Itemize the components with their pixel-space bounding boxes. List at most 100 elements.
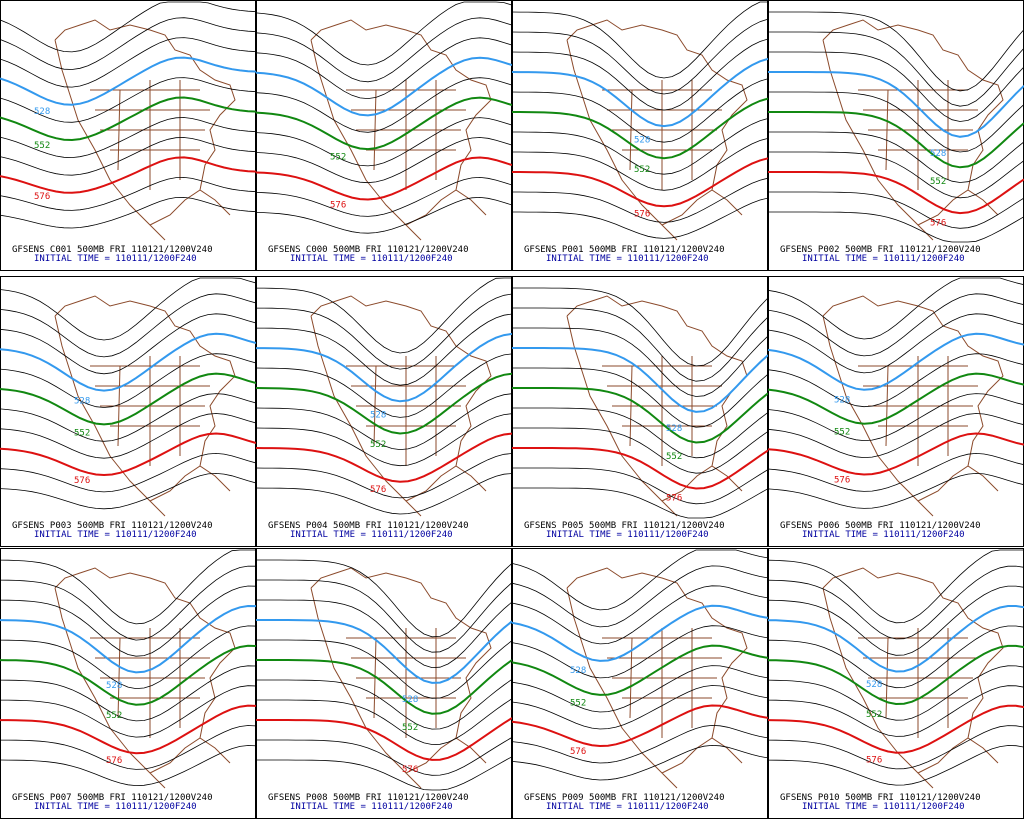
contour xyxy=(767,393,1024,442)
contour xyxy=(768,51,1024,122)
contour xyxy=(512,327,769,397)
contour xyxy=(255,37,513,100)
key-contour xyxy=(767,605,1024,673)
contour xyxy=(256,698,513,745)
contour xyxy=(0,37,257,88)
contour xyxy=(0,685,257,738)
caption: GFSENS P008 500MB FRI 110121/1200V240 xyxy=(268,793,468,803)
key-contour xyxy=(255,432,513,483)
contour xyxy=(511,1,768,79)
contour xyxy=(0,277,257,341)
caption: GFSENS C001 500MB FRI 110121/1200V240 xyxy=(12,245,212,255)
panel-border xyxy=(256,276,512,547)
contour xyxy=(767,585,1024,656)
panel-border xyxy=(768,548,1024,819)
contour xyxy=(0,452,257,493)
caption: GFSENS P003 500MB FRI 110121/1200V240 xyxy=(12,521,212,531)
initial-time: INITIAL TIME = 110111/1200F240 xyxy=(34,802,197,812)
contour xyxy=(511,38,769,111)
panel-border xyxy=(768,0,1024,271)
contour-label: 552 xyxy=(570,698,586,708)
contour xyxy=(512,367,769,428)
panel-border xyxy=(256,0,512,271)
contour xyxy=(256,293,513,370)
coastline xyxy=(54,295,236,517)
contour-label: 576 xyxy=(930,218,946,228)
contour xyxy=(255,196,513,234)
contour xyxy=(256,599,513,669)
contour xyxy=(768,211,1024,243)
key-contour xyxy=(768,111,1024,169)
coastline xyxy=(566,567,748,789)
contour-label: 552 xyxy=(74,428,90,438)
initial-time: INITIAL TIME = 110111/1200F240 xyxy=(34,254,197,264)
contour-label: 576 xyxy=(74,476,90,486)
contour-label: 552 xyxy=(834,427,850,437)
contour xyxy=(256,559,513,638)
key-contour xyxy=(0,432,257,477)
contour xyxy=(767,745,1024,786)
contour xyxy=(511,625,769,679)
contour xyxy=(767,452,1024,492)
key-contour xyxy=(511,644,769,696)
contour xyxy=(0,117,257,159)
contour xyxy=(255,117,513,167)
key-contour xyxy=(256,619,513,684)
contour-label: 552 xyxy=(370,440,386,450)
map-panel: 528 552 576 GFSENS P006 500MB FRI 110121/12… xyxy=(767,276,1024,547)
contour xyxy=(0,176,257,211)
contour xyxy=(768,31,1024,107)
contour xyxy=(0,565,257,641)
coastline xyxy=(310,19,492,241)
contour xyxy=(255,137,513,184)
contour xyxy=(0,1,257,53)
contour-label: 576 xyxy=(570,747,586,757)
contour xyxy=(767,472,1024,509)
map-panel: 528 552 576 GFSENS P008 500MB FRI 110121/12… xyxy=(256,548,513,819)
contour xyxy=(255,473,513,515)
initial-time: INITIAL TIME = 110111/1200F240 xyxy=(802,254,965,264)
contour xyxy=(511,565,769,628)
contour xyxy=(0,413,257,459)
contour xyxy=(255,77,513,133)
contour xyxy=(768,91,1024,153)
contour-label: 576 xyxy=(370,485,386,495)
key-contour xyxy=(255,96,513,151)
contour-label: 528 xyxy=(866,680,882,690)
key-contour xyxy=(255,56,513,117)
contour xyxy=(767,665,1024,721)
contour xyxy=(511,724,769,764)
contour xyxy=(511,665,769,713)
contour xyxy=(256,737,513,776)
map-panel: 528 552 576 GFSENS P001 500MB FRI 110121/12… xyxy=(511,0,769,271)
contour xyxy=(0,585,257,657)
contour xyxy=(512,467,769,505)
contour-label: 528 xyxy=(666,424,682,434)
initial-time: INITIAL TIME = 110111/1200F240 xyxy=(290,530,453,540)
caption: GFSENS P002 500MB FRI 110121/1200V240 xyxy=(780,245,980,255)
contour xyxy=(767,413,1024,459)
contour xyxy=(767,725,1024,770)
contour xyxy=(512,487,769,519)
contour xyxy=(0,549,256,625)
contour xyxy=(511,685,769,730)
map-panel: 528 552 576 GFSENS P005 500MB FRI 110121/12… xyxy=(512,276,769,547)
initial-time: INITIAL TIME = 110111/1200F240 xyxy=(802,802,965,812)
contour xyxy=(255,1,513,66)
key-contour xyxy=(512,157,769,208)
contour xyxy=(0,313,257,375)
contour xyxy=(511,549,769,611)
contour xyxy=(511,18,769,95)
contour xyxy=(256,639,513,699)
contour-label: 528 xyxy=(106,681,122,691)
contour xyxy=(767,293,1024,357)
contour xyxy=(255,176,513,217)
map-panel: 528 552 576 GFSENS C001 500MB FRI 110121/12… xyxy=(0,0,257,271)
contour xyxy=(768,11,1024,92)
contour xyxy=(511,744,769,781)
map-panel: 528 552 576 GFSENS P004 500MB FRI 110121/12… xyxy=(255,276,513,547)
key-contour xyxy=(768,171,1024,215)
contour-label: 528 xyxy=(402,695,418,705)
map-panel: 552 576 GFSENS C000 500MB FRI 110121/1200V… xyxy=(255,0,513,271)
contour-label: 576 xyxy=(834,475,850,485)
